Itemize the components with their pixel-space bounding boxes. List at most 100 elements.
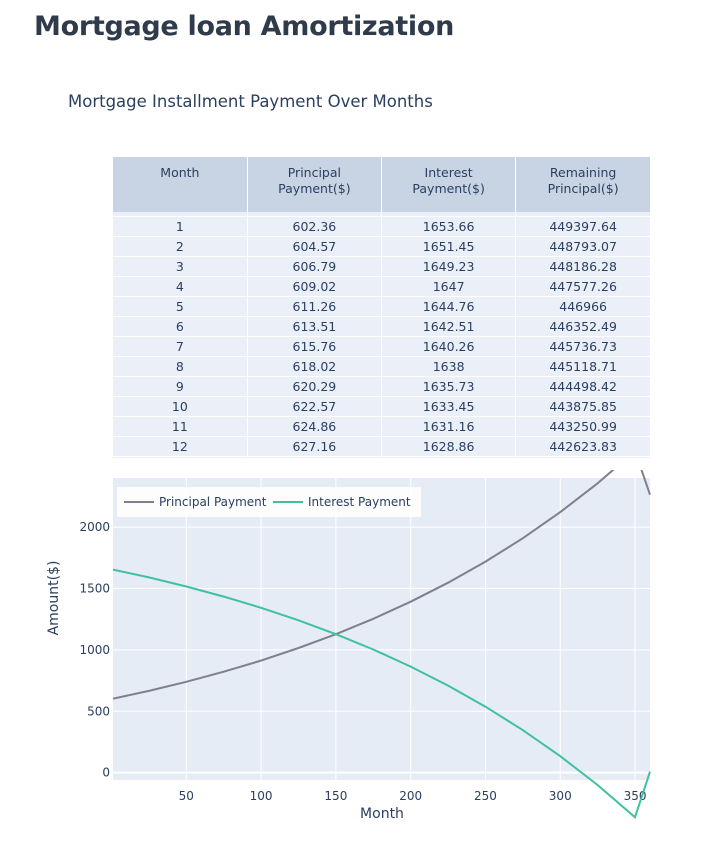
table-cell: 1635.73 bbox=[381, 376, 517, 397]
table-cell: 1642.51 bbox=[381, 316, 517, 337]
table-row: 1 602.36 1653.66 449397.64 bbox=[113, 216, 650, 237]
legend[interactable]: Principal Payment Interest Payment bbox=[117, 487, 421, 517]
table-cell: 618.02 bbox=[247, 356, 383, 377]
table-row: 10 622.57 1633.45 443875.85 bbox=[113, 396, 650, 417]
grid-lines bbox=[113, 478, 650, 780]
table-cell: 1640.26 bbox=[381, 336, 517, 357]
table-cell: 615.76 bbox=[247, 336, 383, 357]
page-title: Mortgage loan Amortization bbox=[34, 11, 454, 42]
table-cell: 609.02 bbox=[247, 276, 383, 297]
table-cell: 606.79 bbox=[247, 256, 383, 277]
table-cell: 448186.28 bbox=[515, 256, 650, 277]
table-cell: 448793.07 bbox=[515, 236, 650, 257]
legend-item-label[interactable]: Interest Payment bbox=[308, 495, 411, 509]
x-tick-label: 50 bbox=[179, 789, 194, 803]
table-cell: 604.57 bbox=[247, 236, 383, 257]
table-cell: 449397.64 bbox=[515, 216, 650, 237]
table-row: 9 620.29 1635.73 444498.42 bbox=[113, 376, 650, 397]
x-tick-label: 250 bbox=[474, 789, 497, 803]
y-tick-label: 1500 bbox=[79, 581, 110, 595]
table-cell: 444498.42 bbox=[515, 376, 650, 397]
table-cell: 445118.71 bbox=[515, 356, 650, 377]
table-cell: 1633.45 bbox=[381, 396, 517, 417]
table-cell: 6 bbox=[113, 316, 248, 337]
column-header-line: Payment($) bbox=[278, 181, 351, 196]
figure-title: Mortgage Installment Payment Over Months bbox=[68, 92, 433, 111]
table-cell: 622.57 bbox=[247, 396, 383, 417]
column-header-line: Remaining bbox=[549, 165, 617, 180]
series-lines bbox=[112, 470, 651, 820]
table-cell: 7 bbox=[113, 336, 248, 357]
column-header-line: Month bbox=[160, 165, 200, 180]
table-row: 4 609.02 1647 447577.26 bbox=[113, 276, 650, 297]
series-line-1 bbox=[112, 568, 651, 820]
column-header: Principal Payment($) bbox=[247, 157, 383, 212]
series-line-0 bbox=[112, 470, 651, 700]
table-cell: 620.29 bbox=[247, 376, 383, 397]
table-cell: 1626.56 bbox=[381, 456, 517, 458]
table-cell: 442623.83 bbox=[515, 436, 650, 457]
table-cell: 441994.37 bbox=[515, 456, 650, 458]
legend-item-label[interactable]: Principal Payment bbox=[159, 495, 267, 509]
table-cell: 602.36 bbox=[247, 216, 383, 237]
column-header: Interest Payment($) bbox=[381, 157, 517, 212]
table-cell: 10 bbox=[113, 396, 248, 417]
table-cell: 1631.16 bbox=[381, 416, 517, 437]
table-cell: 9 bbox=[113, 376, 248, 397]
column-header: Remaining Principal($) bbox=[515, 157, 650, 212]
table-header-row: Month Principal Payment($) Interest Payment(… bbox=[113, 157, 650, 212]
table-row: 12 627.16 1628.86 442623.83 bbox=[113, 436, 650, 457]
table-cell: 8 bbox=[113, 356, 248, 377]
table-cell: 1651.45 bbox=[381, 236, 517, 257]
plot-background bbox=[113, 478, 650, 780]
y-tick-label: 2000 bbox=[79, 520, 110, 534]
column-header-line: Interest bbox=[424, 165, 473, 180]
column-header-line: Principal($) bbox=[547, 181, 619, 196]
table-cell: 1 bbox=[113, 216, 248, 237]
y-tick-label: 500 bbox=[87, 704, 110, 718]
table-cell: 1628.86 bbox=[381, 436, 517, 457]
table-cell: 5 bbox=[113, 296, 248, 317]
x-tick-label: 200 bbox=[399, 789, 422, 803]
table-cell: 13 bbox=[113, 456, 248, 458]
y-tick-label: 0 bbox=[102, 766, 110, 780]
column-header-line: Principal bbox=[287, 165, 341, 180]
legend-box bbox=[117, 487, 421, 517]
table-cell: 611.26 bbox=[247, 296, 383, 317]
table-cell: 443875.85 bbox=[515, 396, 650, 417]
table-cell: 1649.23 bbox=[381, 256, 517, 277]
table-cell: 446966 bbox=[515, 296, 650, 317]
table-cell: 4 bbox=[113, 276, 248, 297]
table-row: 5 611.26 1644.76 446966 bbox=[113, 296, 650, 317]
table-row: 13629.461626.56441994.37 bbox=[113, 456, 650, 458]
y-tick-label: 1000 bbox=[79, 643, 110, 657]
table-cell: 446352.49 bbox=[515, 316, 650, 337]
table-cell: 1644.76 bbox=[381, 296, 517, 317]
table-cell: 447577.26 bbox=[515, 276, 650, 297]
column-header: Month bbox=[113, 157, 248, 212]
table-cell: 624.86 bbox=[247, 416, 383, 437]
x-axis-label: Month bbox=[360, 806, 404, 822]
table-cell: 1653.66 bbox=[381, 216, 517, 237]
table-row: 8 618.02 1638 445118.71 bbox=[113, 356, 650, 377]
table-cell: 445736.73 bbox=[515, 336, 650, 357]
y-axis-label: Amount($) bbox=[46, 561, 62, 636]
table-cell: 2 bbox=[113, 236, 248, 257]
table-row: 7 615.76 1640.26 445736.73 bbox=[113, 336, 650, 357]
table-spacer bbox=[113, 212, 650, 217]
table-cell: 11 bbox=[113, 416, 248, 437]
x-tick-label: 150 bbox=[324, 789, 347, 803]
table-cell: 1647 bbox=[381, 276, 517, 297]
column-header-line: Payment($) bbox=[412, 181, 485, 196]
table-cell: 443250.99 bbox=[515, 416, 650, 437]
table-cell: 12 bbox=[113, 436, 248, 457]
table-row: 6 613.51 1642.51 446352.49 bbox=[113, 316, 650, 337]
x-tick-label: 100 bbox=[250, 789, 273, 803]
table-cell: 613.51 bbox=[247, 316, 383, 337]
table-row: 2 604.57 1651.45 448793.07 bbox=[113, 236, 650, 257]
amortization-table[interactable]: Month Principal Payment($) Interest Payment(… bbox=[113, 157, 650, 458]
table-cell: 1638 bbox=[381, 356, 517, 377]
table-cell: 3 bbox=[113, 256, 248, 277]
